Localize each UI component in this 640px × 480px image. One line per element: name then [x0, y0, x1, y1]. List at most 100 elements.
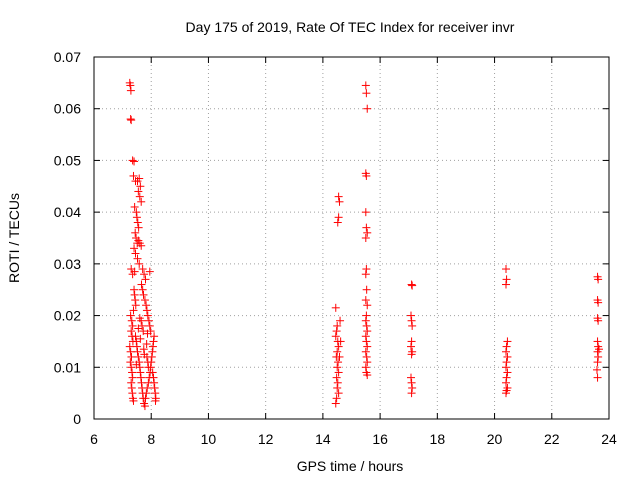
data-point-marker: [361, 81, 370, 90]
data-point-marker: [363, 371, 372, 380]
data-point-marker: [362, 337, 371, 346]
data-point-marker: [126, 347, 135, 356]
data-point-marker: [408, 281, 417, 290]
data-point-marker: [407, 378, 416, 387]
data-point-marker: [132, 208, 141, 217]
data-point-marker: [139, 327, 148, 336]
data-point-marker: [362, 223, 371, 232]
data-point-marker: [142, 306, 151, 315]
data-point-marker: [594, 352, 603, 361]
data-point-marker: [130, 267, 139, 276]
data-point-marker: [361, 347, 370, 356]
data-point-marker: [126, 115, 135, 124]
data-point-marker: [332, 394, 341, 403]
data-point-marker: [502, 378, 510, 387]
data-point-marker: [137, 241, 146, 250]
data-point-marker: [148, 347, 157, 356]
x-tick-label: 18: [430, 431, 446, 447]
data-point-marker: [136, 373, 145, 382]
data-point-marker: [145, 321, 154, 330]
data-point-marker: [502, 280, 510, 289]
data-point-marker: [136, 368, 145, 377]
data-point-marker: [148, 342, 157, 351]
data-point-marker: [332, 373, 341, 382]
data-point-marker: [141, 275, 150, 284]
x-tick-label: 10: [201, 431, 217, 447]
data-point-marker: [594, 316, 603, 325]
data-point-marker: [334, 192, 343, 201]
data-point-marker: [407, 316, 416, 325]
data-point-marker: [129, 396, 138, 405]
x-tick-label: 24: [601, 431, 617, 447]
data-point-marker: [361, 234, 370, 242]
data-point-marker: [129, 171, 138, 180]
data-point-marker: [333, 383, 342, 392]
y-axis-label: ROTI / TECUs: [6, 193, 22, 283]
data-point-marker: [138, 265, 147, 274]
data-point-marker: [362, 311, 371, 320]
data-point-marker: [407, 280, 416, 289]
data-point-marker: [132, 213, 141, 222]
data-point-marker: [502, 363, 510, 372]
data-point-marker: [503, 352, 512, 361]
data-point-marker: [130, 157, 139, 166]
data-point-marker: [361, 316, 370, 325]
grid-lines: [94, 57, 609, 419]
data-point-marker: [140, 402, 149, 411]
data-point-marker: [363, 327, 372, 336]
data-point-marker: [335, 197, 344, 206]
data-point-marker: [593, 337, 602, 346]
data-point-marker: [334, 342, 343, 351]
data-point-marker: [131, 228, 140, 237]
data-point-marker: [363, 342, 372, 351]
data-point-marker: [362, 285, 371, 294]
x-tick-label: 8: [147, 431, 155, 447]
x-tick-label: 12: [258, 431, 274, 447]
data-point-marker: [126, 86, 135, 95]
data-point-marker: [502, 389, 510, 398]
data-point-marker: [362, 321, 371, 330]
data-point-marker: [143, 358, 152, 367]
data-point-marker: [143, 383, 152, 392]
data-point-marker: [140, 270, 149, 279]
data-point-marker: [150, 383, 159, 392]
chart-title: Day 175 of 2019, Rate Of TEC Index for r…: [186, 19, 515, 35]
data-point-marker: [133, 347, 142, 356]
data-point-marker: [127, 378, 136, 387]
data-point-marker: [333, 218, 342, 227]
data-point-marker: [141, 394, 150, 403]
data-point-marker: [127, 352, 136, 361]
data-point-marker: [127, 363, 136, 372]
data-point-marker: [131, 301, 140, 310]
data-point-marker: [134, 223, 143, 232]
data-point-marker: [336, 316, 345, 325]
data-point-marker: [131, 249, 140, 258]
data-point-marker: [334, 358, 343, 367]
data-point-marker: [363, 358, 372, 367]
axis-ticks: [93, 56, 610, 420]
data-point-marker: [135, 192, 144, 201]
y-tick-label: 0.06: [54, 101, 81, 117]
data-point-marker: [503, 337, 512, 346]
y-tick-labels: 0 0.01 0.02 0.03 0.04 0.05 0.06 0.07: [54, 49, 81, 427]
data-point-marker: [407, 373, 416, 382]
data-point-marker: [132, 337, 141, 346]
data-point-marker: [136, 334, 145, 343]
data-point-marker: [130, 202, 139, 211]
data-point-marker: [336, 337, 345, 346]
data-point-marker: [135, 174, 144, 183]
x-tick-labels: 6 8 10 12 14 16 18 20 22 24: [90, 431, 617, 447]
data-point-marker: [334, 213, 343, 222]
data-point-marker: [331, 399, 340, 408]
data-point-marker: [150, 332, 159, 341]
x-tick-label: 20: [487, 431, 503, 447]
data-point-marker: [407, 350, 416, 359]
data-point-marker: [151, 396, 160, 405]
data-point-marker: [592, 365, 601, 374]
data-point-marker: [127, 116, 136, 125]
data-point-marker: [407, 389, 416, 398]
data-point-marker: [333, 363, 342, 372]
plot-frame: [93, 56, 610, 420]
data-point-marker: [140, 296, 149, 305]
data-point-marker: [593, 347, 602, 356]
